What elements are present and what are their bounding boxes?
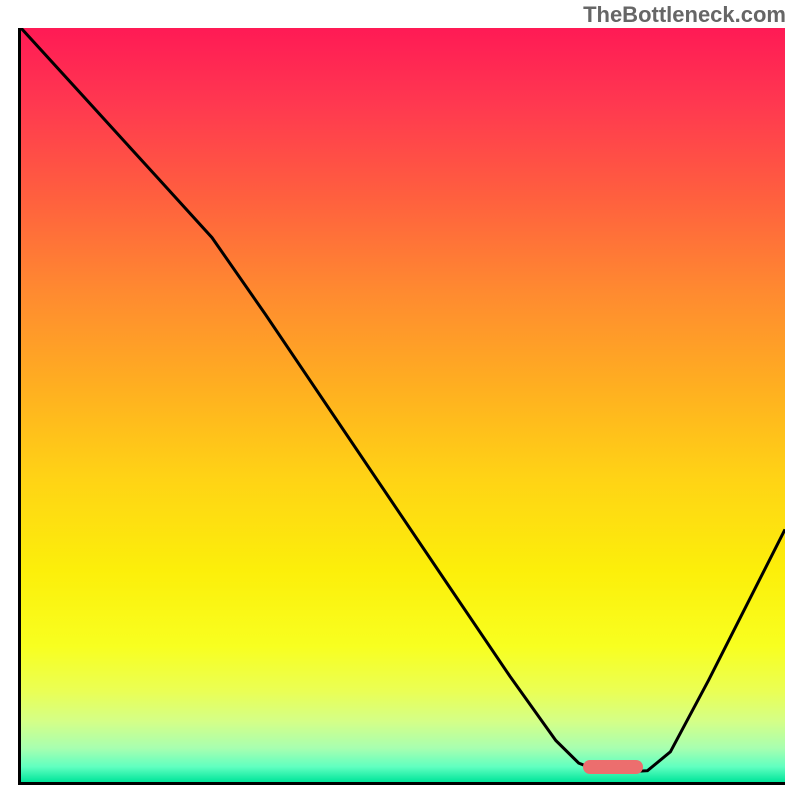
plot-area [18,28,785,785]
bottleneck-curve [21,28,785,782]
optimal-range-marker [583,760,643,774]
chart-container: TheBottleneck.com [0,0,800,800]
watermark-text: TheBottleneck.com [583,2,786,28]
